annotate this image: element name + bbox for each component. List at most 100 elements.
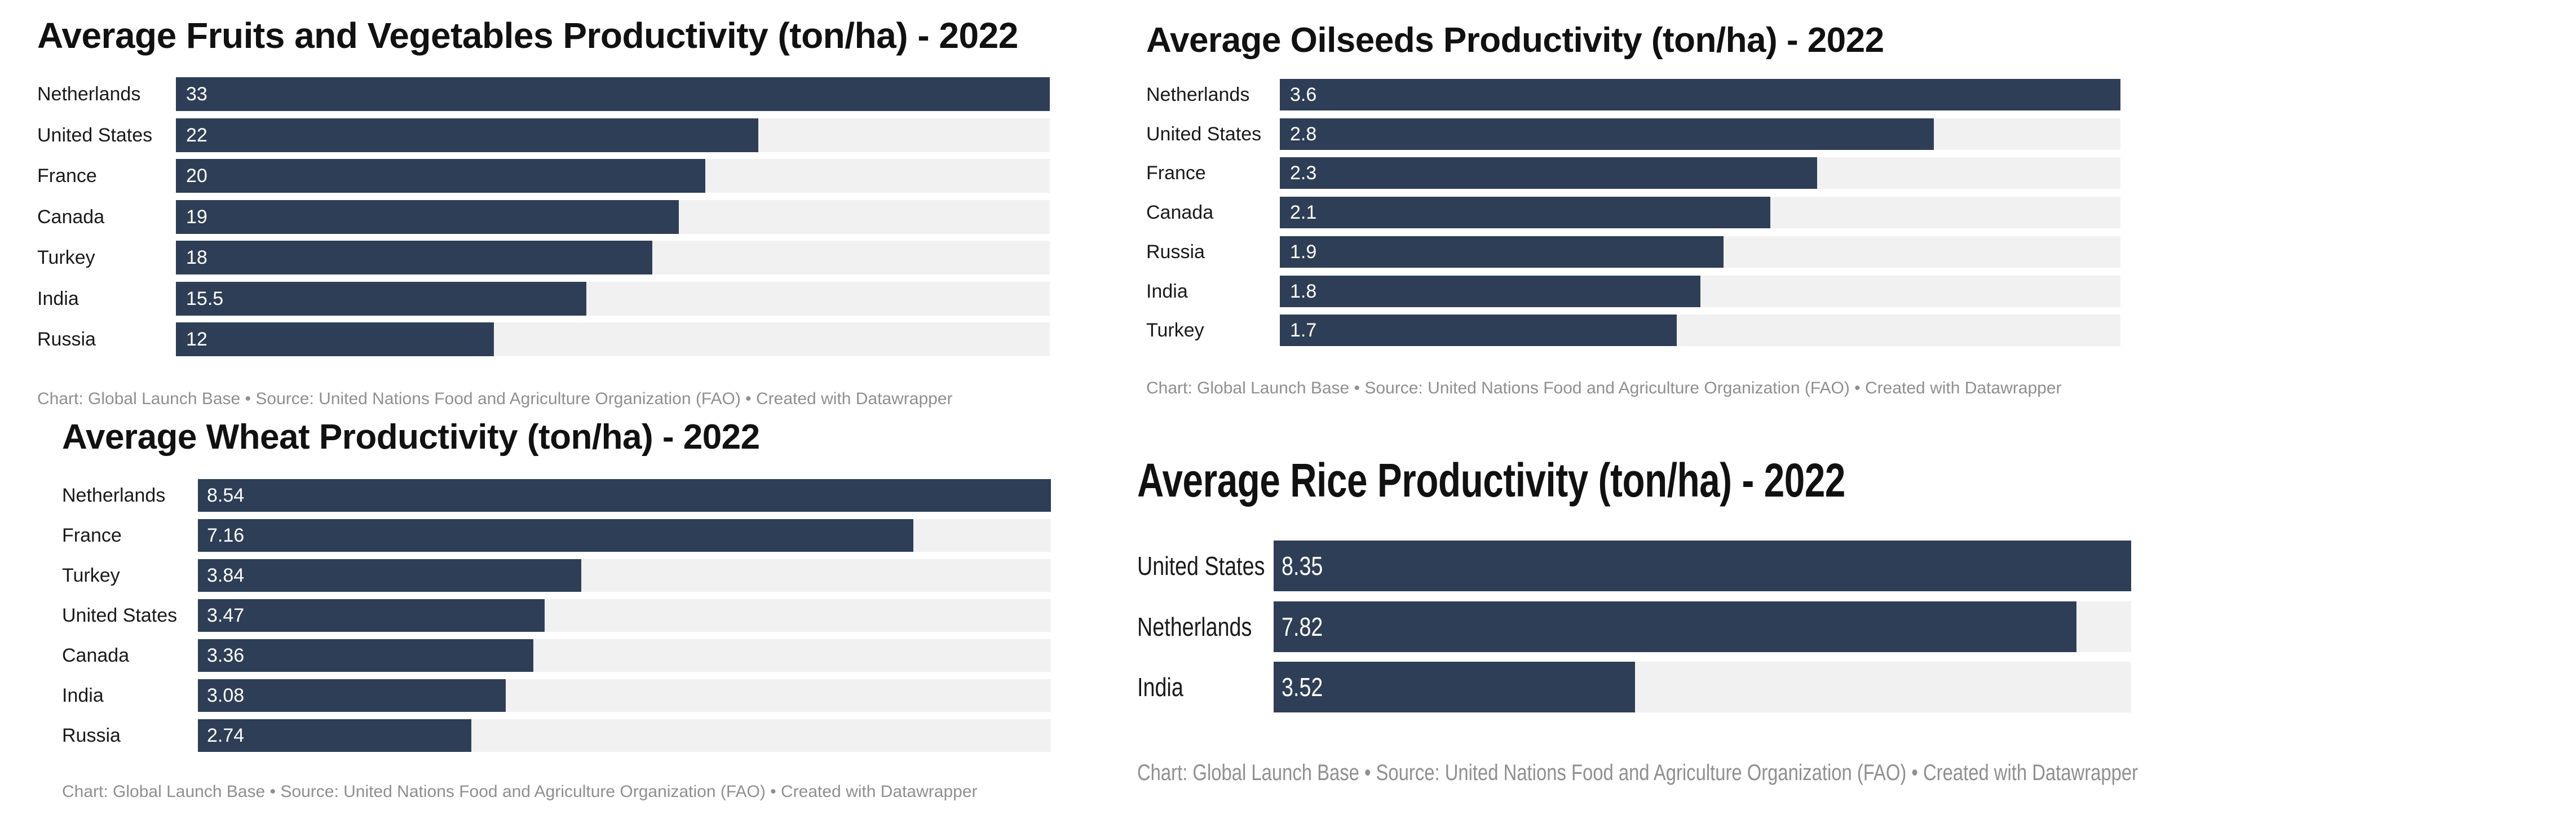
bar — [1274, 662, 1636, 712]
bar-track: 2.1 — [1280, 197, 2120, 229]
category-label: Netherlands — [37, 83, 141, 105]
category-label: France — [37, 165, 97, 187]
bar — [176, 322, 494, 356]
bar-row: United States 3.47 — [62, 599, 1054, 632]
bar-row: Canada 19 — [37, 200, 1052, 234]
bar-row: France 2.3 — [1146, 157, 2138, 189]
category-label: India — [1146, 280, 1188, 302]
value-label: 1.9 — [1290, 241, 1317, 263]
bar-track: 1.7 — [1280, 315, 2120, 347]
value-label: 22 — [186, 124, 207, 146]
category-label: Russia — [37, 329, 96, 350]
bar — [176, 118, 759, 152]
bar-row: Turkey 18 — [37, 241, 1052, 274]
category-label: Canada — [37, 206, 105, 228]
bar-row: India 1.8 — [1146, 275, 2138, 307]
bar-track: 7.82 — [1274, 601, 2131, 652]
bar-track: 2.74 — [198, 719, 1051, 752]
bar — [198, 639, 534, 672]
bar — [1274, 541, 2131, 591]
chart-title: Average Oilseeds Productivity (ton/ha) -… — [1146, 21, 1884, 60]
category-label: United States — [37, 124, 153, 146]
bar-track: 2.8 — [1280, 118, 2120, 150]
value-label: 18 — [186, 247, 207, 268]
value-label: 20 — [186, 165, 207, 187]
bar-track: 3.36 — [198, 639, 1051, 672]
bar — [198, 559, 582, 592]
bar-row: United States 22 — [37, 118, 1052, 152]
category-label: Netherlands — [1146, 84, 1250, 105]
value-label: 2.74 — [207, 725, 245, 746]
bar — [198, 599, 545, 632]
value-label: 33 — [186, 83, 207, 105]
bar-row: Russia 2.74 — [62, 719, 1054, 752]
bar-track: 18 — [176, 241, 1050, 274]
bar — [1280, 79, 2120, 110]
value-label: 3.36 — [207, 645, 245, 666]
category-label: Netherlands — [1137, 612, 1252, 641]
bar-row: Netherlands 3.6 — [1146, 79, 2138, 110]
bar-track: 8.54 — [198, 479, 1051, 512]
value-label: 15.5 — [186, 287, 224, 309]
bar-track: 3.08 — [198, 679, 1051, 712]
bar-track: 22 — [176, 118, 1050, 152]
category-label: United States — [62, 605, 178, 626]
bar — [1280, 118, 1934, 150]
value-label: 7.82 — [1282, 612, 1323, 641]
bar-row: India 3.52 — [1137, 662, 2152, 712]
bar — [176, 77, 1050, 111]
bar — [198, 719, 472, 752]
bar-row: Russia 1.9 — [1146, 236, 2138, 268]
category-label: Canada — [1146, 202, 1214, 224]
bar-row: Canada 2.1 — [1146, 197, 2138, 229]
category-label: Netherlands — [62, 485, 166, 506]
bar — [198, 479, 1051, 512]
category-label: France — [62, 525, 122, 546]
chart-panel-oilseeds: Average Oilseeds Productivity (ton/ha) -… — [1146, 20, 2138, 415]
category-label: Turkey — [1146, 320, 1204, 342]
value-label: 3.47 — [207, 605, 245, 626]
bar-track: 15.5 — [176, 281, 1050, 316]
bar-row: United States 8.35 — [1137, 541, 2152, 591]
bar-track: 1.8 — [1280, 275, 2120, 307]
bar-row: Turkey 3.84 — [62, 559, 1054, 592]
bar-row: Russia 12 — [37, 322, 1052, 356]
category-label: India — [1137, 672, 1183, 702]
bar-row: Netherlands 7.82 — [1137, 601, 2152, 652]
bar-row: Canada 3.36 — [62, 639, 1054, 672]
value-label: 2.1 — [1290, 202, 1317, 224]
bar-track: 12 — [176, 322, 1050, 356]
bar-track: 7.16 — [198, 519, 1051, 552]
category-label: Russia — [62, 725, 121, 746]
chart-title: Average Fruits and Vegetables Productivi… — [37, 15, 1018, 56]
bar — [1280, 275, 1700, 307]
bar-track: 8.35 — [1274, 541, 2131, 591]
value-label: 2.3 — [1290, 162, 1317, 184]
bar-row: India 15.5 — [37, 281, 1052, 316]
value-label: 1.8 — [1290, 280, 1317, 302]
bar-row: France 7.16 — [62, 519, 1054, 552]
bar-track: 3.6 — [1280, 79, 2120, 110]
bar-track: 3.47 — [198, 599, 1051, 632]
bar-row: India 3.08 — [62, 679, 1054, 712]
chart-footer: Chart: Global Launch Base • Source: Unit… — [1146, 379, 2062, 397]
chart-footer: Chart: Global Launch Base • Source: Unit… — [62, 782, 978, 801]
value-label: 3.6 — [1290, 84, 1317, 105]
category-label: France — [1146, 162, 1206, 184]
bar-row: Turkey 1.7 — [1146, 315, 2138, 347]
chart-footer: Chart: Global Launch Base • Source: Unit… — [1137, 760, 2138, 785]
bar-track: 33 — [176, 77, 1050, 111]
value-label: 19 — [186, 206, 207, 228]
category-label: India — [62, 685, 104, 706]
category-label: United States — [1137, 551, 1265, 581]
value-label: 3.84 — [207, 565, 245, 586]
bar-track: 3.84 — [198, 559, 1051, 592]
bar-row: Netherlands 8.54 — [62, 479, 1054, 512]
bar-track: 19 — [176, 200, 1050, 234]
value-label: 1.7 — [1290, 320, 1317, 342]
category-label: United States — [1146, 123, 1262, 145]
value-label: 3.52 — [1282, 672, 1323, 702]
value-label: 8.35 — [1282, 551, 1323, 581]
category-label: Turkey — [37, 247, 95, 268]
bar — [1280, 315, 1677, 347]
